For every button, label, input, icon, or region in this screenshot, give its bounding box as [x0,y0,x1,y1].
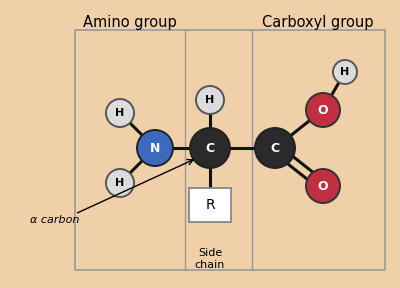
Text: N: N [150,141,160,154]
Circle shape [137,130,173,166]
Circle shape [333,60,357,84]
Text: H: H [340,67,350,77]
Text: C: C [270,141,280,154]
Circle shape [255,128,295,168]
Circle shape [306,169,340,203]
Circle shape [106,99,134,127]
Text: Amino group: Amino group [83,15,177,30]
Text: α carbon: α carbon [30,215,79,225]
Text: O: O [318,103,328,117]
Circle shape [190,128,230,168]
Text: Side
chain: Side chain [195,248,225,270]
Bar [189,188,231,222]
Circle shape [196,86,224,114]
Text: H: H [115,108,125,118]
Text: H: H [115,178,125,188]
Circle shape [306,93,340,127]
Text: R: R [205,198,215,212]
Bar [75,30,385,270]
Circle shape [106,169,134,197]
Text: Carboxyl group: Carboxyl group [262,15,374,30]
Text: C: C [206,141,214,154]
Text: O: O [318,179,328,192]
Text: H: H [205,95,215,105]
